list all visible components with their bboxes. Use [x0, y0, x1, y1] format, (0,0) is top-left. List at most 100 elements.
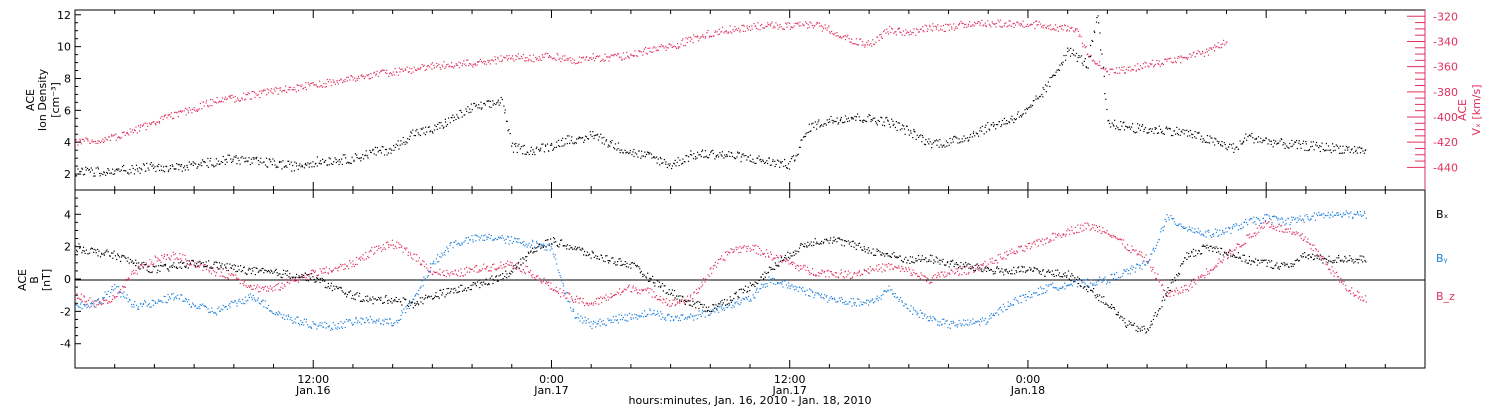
vx-point: [1135, 69, 1137, 71]
density-point: [1267, 143, 1269, 145]
vx-point: [151, 121, 153, 124]
bz-point: [359, 257, 361, 259]
vx-point: [506, 59, 509, 61]
density-point: [1257, 141, 1259, 143]
vx-point: [183, 110, 185, 112]
by-point: [834, 298, 836, 301]
by-point: [766, 283, 768, 285]
density-point: [377, 151, 379, 153]
bz-point: [409, 252, 412, 254]
by-point: [612, 316, 614, 318]
bz-point: [157, 257, 159, 259]
density-point: [657, 158, 659, 160]
bz-point: [1126, 249, 1128, 251]
by-point: [637, 318, 639, 320]
by-point: [1002, 303, 1004, 305]
vx-point: [535, 59, 537, 61]
vx-point: [397, 74, 399, 76]
bz-point: [310, 272, 312, 275]
bz-point: [527, 271, 530, 273]
by-point: [168, 296, 170, 298]
bz-point: [434, 271, 436, 274]
bz-point: [645, 288, 647, 290]
vx-point: [541, 54, 543, 56]
density-point: [558, 145, 560, 147]
by-point: [216, 314, 218, 316]
bz-point: [1182, 291, 1184, 293]
density-point: [1058, 69, 1061, 71]
vx-point: [625, 57, 627, 59]
density-point: [82, 174, 84, 176]
bz-point: [520, 270, 522, 272]
bz-point: [675, 303, 677, 306]
bz-point: [89, 297, 91, 299]
vx-point: [113, 134, 115, 136]
by-point: [777, 282, 779, 284]
vx-point: [423, 64, 425, 67]
bz-point: [505, 266, 507, 268]
vx-point: [776, 24, 779, 26]
by-point: [932, 316, 934, 318]
density-point: [1319, 150, 1321, 153]
ticks-layer: 24681012-440-420-400-380-360-340-320-4-2…: [57, 9, 1458, 397]
bz-point: [647, 288, 649, 290]
vx-point: [354, 77, 356, 79]
bz-point: [514, 267, 516, 269]
by-point: [872, 302, 875, 304]
bz-point: [422, 260, 424, 262]
by-point: [226, 308, 228, 310]
bz-point: [683, 301, 685, 304]
density-point: [1083, 60, 1085, 62]
bz-point: [292, 279, 294, 281]
by-point: [330, 329, 332, 331]
by-point: [813, 297, 815, 299]
density-point: [1122, 122, 1124, 124]
bz-point: [997, 262, 999, 264]
by-point: [307, 324, 309, 326]
vx-point: [123, 131, 125, 133]
bz-point: [541, 282, 543, 284]
by-point: [614, 319, 616, 321]
bz-point: [1118, 238, 1120, 240]
bz-point: [702, 284, 704, 286]
bz-point: [1120, 239, 1122, 241]
top-right-tick-label: -340: [1433, 35, 1458, 48]
vx-point: [356, 78, 358, 80]
vx-point: [211, 105, 213, 107]
density-point: [855, 116, 857, 118]
vx-point: [102, 141, 105, 144]
by-point: [704, 316, 706, 318]
bz-point: [425, 263, 427, 265]
density-point: [464, 114, 466, 116]
density-point: [163, 166, 165, 168]
by-point: [789, 287, 791, 289]
by-point: [538, 245, 540, 247]
by-point: [585, 322, 587, 324]
by-point: [263, 306, 265, 308]
vx-point: [1123, 66, 1125, 68]
by-point: [225, 306, 227, 308]
density-point: [1259, 141, 1261, 143]
bz-point: [556, 291, 558, 293]
bz-point: [141, 263, 143, 265]
density-point: [413, 134, 415, 137]
vx-point: [368, 78, 370, 80]
bz-point: [835, 272, 838, 274]
by-point: [827, 301, 829, 303]
vx-point: [854, 43, 856, 45]
by-point: [536, 241, 538, 243]
density-point: [1149, 128, 1151, 130]
bz-point: [344, 263, 346, 265]
by-point: [360, 323, 362, 325]
by-point: [701, 309, 704, 311]
bz-point: [184, 254, 186, 256]
by-point: [140, 302, 142, 304]
vx-point: [357, 76, 359, 78]
vx-point: [1092, 59, 1095, 61]
by-point: [770, 281, 772, 284]
bz-point: [1151, 270, 1153, 272]
vx-point: [1102, 68, 1104, 70]
vx-point: [1134, 65, 1136, 67]
by-point: [599, 325, 601, 327]
density-point: [733, 157, 735, 159]
